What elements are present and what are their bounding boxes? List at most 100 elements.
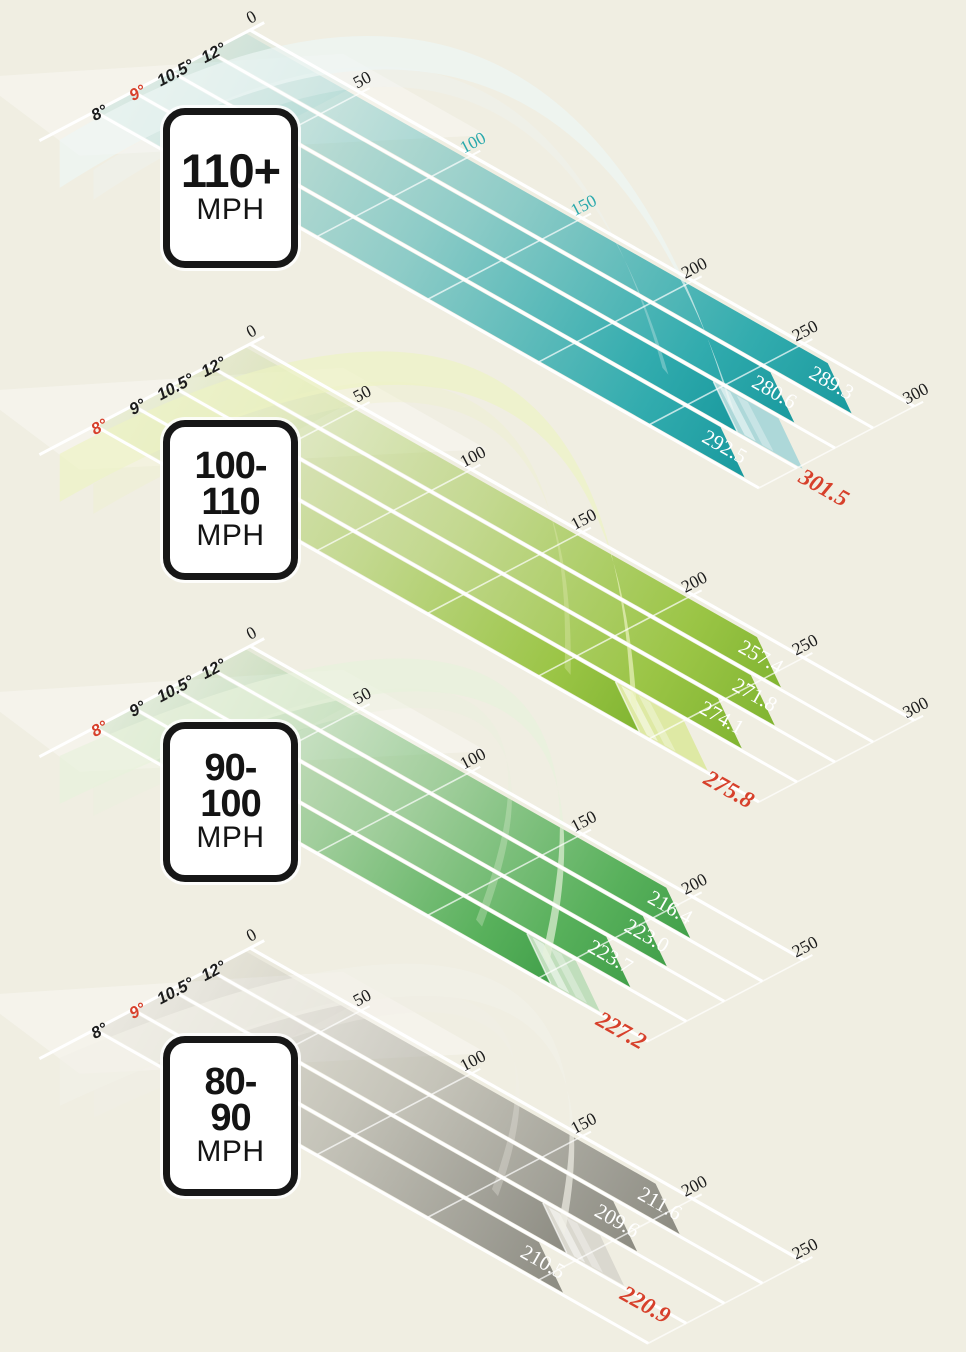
bounce-ripple	[548, 1207, 586, 1263]
tick-mark	[360, 703, 371, 710]
speed-sign-line: 110+	[180, 144, 281, 198]
tick-gridline	[536, 1198, 694, 1282]
tick-gridline	[647, 342, 804, 427]
tick-label: 0	[243, 6, 260, 28]
speed-sign-line: MPH	[196, 193, 265, 227]
tick-mark	[692, 589, 703, 596]
band-12°	[211, 950, 680, 1234]
tick-gridline	[647, 656, 804, 741]
tick-gridline	[315, 770, 472, 855]
band-10.5°	[173, 366, 775, 726]
tick-gridline	[536, 594, 694, 678]
tick-gridline	[315, 468, 472, 553]
tick-label: 200	[678, 1171, 711, 1201]
tick-mark	[470, 1067, 481, 1075]
total-distance-label: 220.9	[615, 1280, 675, 1329]
landing-edge	[614, 681, 641, 733]
tick-gridline	[315, 154, 472, 239]
baseline	[38, 939, 265, 1061]
speed-sign-line: MPH	[196, 1134, 265, 1168]
band-separator	[208, 666, 764, 983]
tick-label: 0	[243, 622, 260, 644]
bounce-ripple	[532, 937, 570, 994]
speed-sign-90100mph: 90- 100 MPH	[163, 722, 298, 882]
axis-line	[249, 644, 805, 962]
tick-mark	[581, 1130, 592, 1138]
tick-mark	[470, 765, 481, 773]
landing-edge	[526, 933, 552, 985]
tick-label: 250	[789, 1233, 822, 1263]
tick-mark	[803, 338, 813, 345]
baseline	[38, 335, 265, 457]
tick-label: 150	[567, 806, 600, 836]
band-10.5°	[173, 52, 795, 423]
baseline	[38, 21, 265, 143]
tick-gridline	[426, 217, 583, 301]
tick-gridline	[536, 896, 694, 980]
tick-mark	[803, 954, 813, 961]
tick-gridline	[426, 1135, 583, 1219]
bounce-ripple	[566, 1217, 603, 1273]
trajectory-ribbon	[59, 35, 735, 414]
tick-mark	[470, 149, 481, 157]
axis-line	[249, 946, 805, 1264]
bounce-ripple	[736, 395, 774, 452]
tick-label: 250	[789, 931, 822, 961]
tick-gridline	[647, 958, 804, 1043]
band-12°	[211, 346, 782, 688]
tick-gridline	[758, 405, 915, 489]
tick-mark	[692, 891, 703, 898]
bounce-ripple	[621, 685, 658, 742]
tick-mark	[581, 212, 592, 220]
tick-label: 0	[243, 320, 260, 342]
speed-sign-line: 90-	[204, 746, 258, 789]
band-12°	[211, 648, 691, 938]
tick-label: 250	[789, 315, 822, 345]
speed-sign-line: 100	[200, 782, 261, 825]
tick-label: 0	[243, 924, 260, 946]
tick-mark	[470, 463, 481, 471]
tick-gridline	[536, 280, 694, 364]
bounce-ripple	[638, 695, 676, 752]
tick-label: 300	[899, 692, 932, 722]
landing-edge	[542, 1202, 568, 1254]
band-separator	[208, 968, 764, 1285]
tick-mark	[360, 1005, 371, 1012]
band-roll	[615, 681, 708, 771]
tick-mark	[803, 1256, 813, 1263]
tick-mark	[913, 400, 924, 408]
tick-mark	[692, 275, 703, 282]
total-distance-label: 227.2	[591, 1006, 651, 1055]
tick-gridline	[426, 531, 583, 615]
speed-sign-line: MPH	[196, 820, 265, 854]
speed-sign-8090mph: 80- 90 MPH	[163, 1036, 298, 1196]
tick-mark	[581, 526, 592, 534]
tick-mark	[360, 401, 371, 408]
trajectory-ribbon	[93, 992, 520, 1197]
band-12°	[211, 32, 852, 414]
tick-gridline	[315, 1072, 472, 1157]
speed-sign-line: 100-	[194, 444, 267, 487]
tick-mark	[581, 828, 592, 836]
trajectory-ribbon	[59, 963, 575, 1235]
speed-sign-line: 110	[201, 480, 260, 523]
tick-label: 200	[678, 567, 711, 597]
tick-label: 250	[789, 629, 822, 659]
tick-mark	[360, 87, 371, 94]
speed-sign-110+mph: 110+ MPH	[163, 108, 298, 268]
tick-gridline	[426, 833, 583, 917]
speed-sign-100110mph: 100- 110 MPH	[163, 420, 298, 580]
tick-label: 200	[678, 869, 711, 899]
speed-sign-line: 80-	[204, 1060, 258, 1103]
speed-sign-line: 90	[210, 1096, 251, 1139]
tick-label: 300	[899, 378, 932, 408]
panel-100-110mph	[0, 344, 782, 771]
total-distance-label: 275.8	[698, 765, 758, 814]
tick-gridline	[647, 1260, 804, 1345]
tick-gridline	[758, 719, 915, 803]
tick-label: 150	[567, 190, 600, 220]
bounce-ripple	[550, 947, 588, 1004]
total-distance-label: 301.5	[793, 463, 853, 512]
